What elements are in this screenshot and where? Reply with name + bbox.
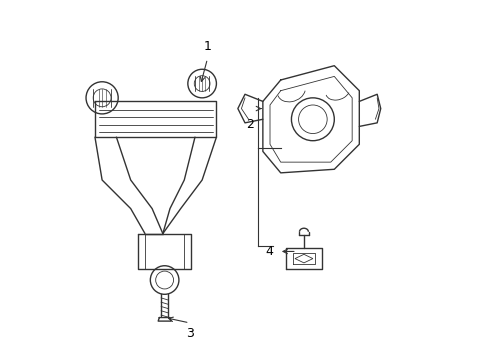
Text: 1: 1 <box>203 40 211 53</box>
Text: 3: 3 <box>186 327 194 340</box>
Text: 4: 4 <box>265 245 273 258</box>
Text: 2: 2 <box>246 118 254 131</box>
